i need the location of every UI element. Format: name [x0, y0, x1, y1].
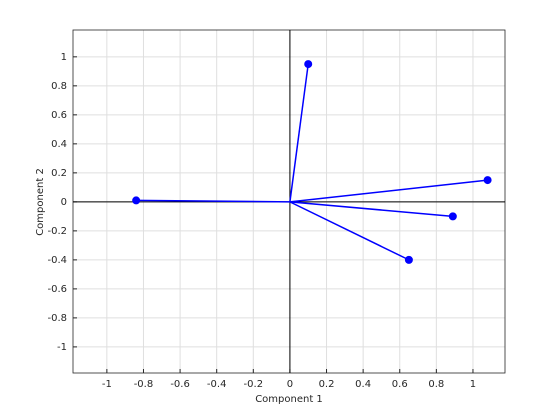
x-tick-label: -0.8	[134, 379, 154, 390]
vector	[289, 179, 488, 203]
y-tick-label: -0.2	[47, 226, 67, 237]
vector	[289, 63, 309, 202]
x-tick-label: 0.4	[355, 379, 371, 390]
x-tick-label: 0.2	[319, 379, 335, 390]
x-axis-label: Component 1	[255, 394, 323, 405]
y-tick-label: -0.8	[47, 313, 67, 324]
x-tick-label: -1	[102, 379, 112, 390]
vector	[289, 201, 453, 218]
x-tick-label: 0.6	[392, 379, 408, 390]
vector	[289, 201, 410, 261]
y-tick-label: 0	[61, 197, 67, 208]
point	[404, 255, 413, 264]
x-tick-label: -0.4	[207, 379, 227, 390]
y-tick-label: -1	[57, 342, 67, 353]
point	[304, 60, 313, 69]
y-tick-label: -0.6	[47, 284, 67, 295]
y-tick-label: 0.2	[51, 168, 67, 179]
x-tick-label: -0.2	[244, 379, 264, 390]
point	[132, 196, 141, 205]
point	[483, 176, 492, 185]
vector	[136, 199, 290, 203]
y-tick-label: 1	[61, 52, 67, 63]
x-tick-label: 0	[287, 379, 293, 390]
x-tick-label: -0.6	[170, 379, 190, 390]
y-axis-label: Component 2	[35, 168, 46, 236]
y-tick-label: 0.6	[51, 110, 67, 121]
y-tick-label: 0.8	[51, 81, 67, 92]
y-tick-label: 0.4	[51, 139, 67, 150]
y-tick-label: -0.4	[47, 255, 67, 266]
x-tick-label: 1	[470, 379, 476, 390]
point	[448, 212, 457, 221]
x-tick-label: 0.8	[428, 379, 444, 390]
